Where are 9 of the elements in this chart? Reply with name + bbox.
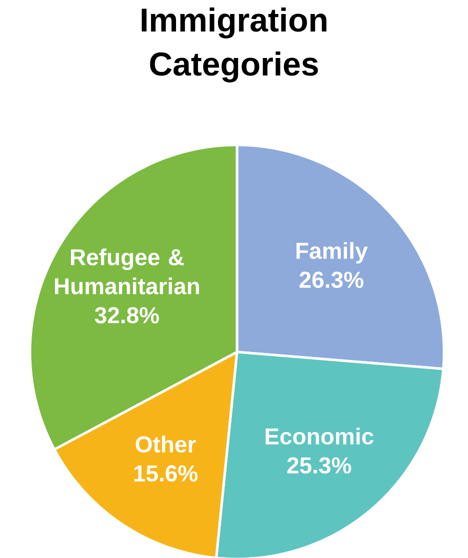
- slice-label: Economic: [266, 428, 374, 445]
- data-label: 25.3%: [287, 457, 352, 474]
- chart-title: Immigration Categories: [142, 8, 326, 82]
- data-label: 15.6%: [134, 465, 198, 482]
- data-label: 32.8%: [94, 307, 159, 324]
- slice-label: Family: [296, 242, 368, 264]
- slice-label: Refugee & Humanitarian: [55, 248, 199, 294]
- slice-label: Other: [136, 436, 196, 453]
- data-label: 26.3%: [300, 272, 364, 288]
